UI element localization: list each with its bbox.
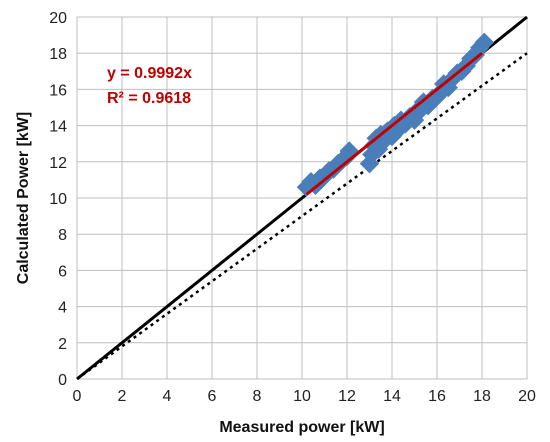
y-tick-label: 16 [49, 82, 67, 99]
r-squared-label: R² = 0.9618 [107, 90, 191, 107]
y-tick-label: 4 [58, 300, 67, 317]
x-tick-label: 4 [163, 388, 172, 405]
x-axis-title: Measured power [kW] [219, 419, 384, 436]
y-tick-label: 8 [58, 227, 67, 244]
x-tick-label: 18 [473, 388, 491, 405]
grid [76, 16, 528, 380]
y-axis-title: Calculated Power [kW] [15, 112, 32, 284]
y-tick-label: 14 [49, 119, 67, 136]
x-tick-label: 8 [253, 388, 262, 405]
y-tick-label: 18 [49, 46, 67, 63]
x-tick-label: 20 [518, 388, 536, 405]
tick-labels: 0 2 4 6 8 10 12 14 16 18 20 0 2 4 6 8 10 12 14 16 18 20 [49, 10, 536, 405]
x-tick-label: 0 [73, 388, 82, 405]
y-tick-label: 12 [49, 155, 67, 172]
data-points [296, 32, 494, 197]
x-tick-label: 14 [383, 388, 401, 405]
data-point-marker [474, 32, 494, 53]
equation-label: y = 0.9992x [107, 65, 192, 82]
x-tick-label: 10 [293, 388, 311, 405]
dotted-reference-line [76, 52, 528, 381]
x-tick-label: 12 [338, 388, 356, 405]
y-tick-label: 6 [58, 263, 67, 280]
y-tick-label: 0 [58, 372, 67, 389]
x-tick-label: 2 [118, 388, 127, 405]
x-tick-label: 6 [208, 388, 217, 405]
plot-frame [76, 16, 528, 380]
y-tick-label: 2 [58, 336, 67, 353]
y-tick-label: 20 [49, 10, 67, 27]
trendline [305, 52, 483, 196]
y-tick-label: 10 [49, 191, 67, 208]
x-tick-label: 16 [428, 388, 446, 405]
linear-fit-line [305, 52, 483, 196]
